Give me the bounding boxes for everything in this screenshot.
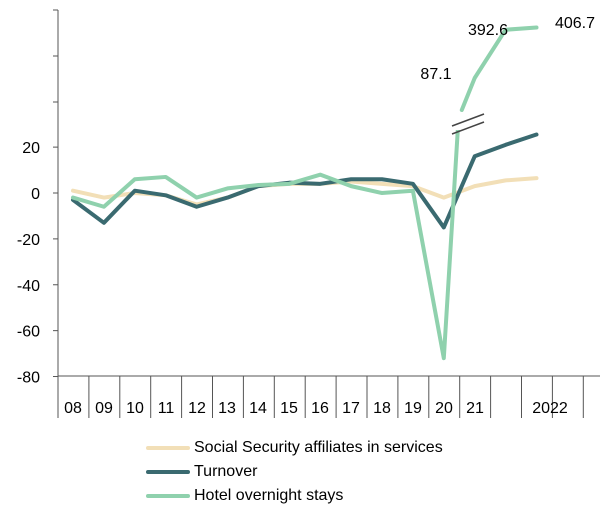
x-tick-label: 12 bbox=[188, 400, 206, 417]
series-layer bbox=[71, 25, 539, 361]
hotel-overnight-stays-line-upper bbox=[459, 25, 539, 112]
y-tick-label: 20 bbox=[22, 140, 40, 157]
y-tick-label: -20 bbox=[17, 232, 40, 249]
turnover-line bbox=[71, 132, 539, 230]
x-tick-label: 11 bbox=[158, 400, 175, 417]
data-label: 392.6 bbox=[468, 22, 508, 39]
y-tick-label: -80 bbox=[17, 370, 40, 387]
legend-swatch bbox=[146, 446, 190, 450]
x-tick-label: 21 bbox=[466, 400, 484, 417]
axis-break-stroke bbox=[451, 121, 485, 135]
x-tick-label: 2022 bbox=[532, 400, 568, 417]
legend-swatch bbox=[146, 494, 190, 498]
x-tick-label: 16 bbox=[311, 400, 329, 417]
y-tick-label: -40 bbox=[17, 278, 40, 295]
data-label: 406.7 bbox=[555, 15, 595, 32]
x-tick-label: 10 bbox=[126, 400, 144, 417]
y-tick-label: -60 bbox=[17, 324, 40, 341]
x-tick-label: 18 bbox=[373, 400, 391, 417]
x-tick-label: 19 bbox=[404, 400, 422, 417]
x-tick-label: 14 bbox=[249, 400, 267, 417]
x-tick-label: 08 bbox=[64, 400, 82, 417]
legend-label: Social Security affiliates in services bbox=[194, 439, 443, 456]
x-tick-label: 09 bbox=[95, 400, 113, 417]
x-tick-label: 15 bbox=[280, 400, 298, 417]
x-tick-label: 13 bbox=[218, 400, 236, 417]
legend-item-social-security: Social Security affiliates in services bbox=[146, 436, 443, 460]
hotel-overnight-stays-line-lower bbox=[71, 128, 460, 361]
axes: -80 -60 -40 -20 0 20 08 09 10 11 12 13 14 15 16 17 18 19 2… bbox=[17, 9, 600, 418]
legend-item-turnover: Turnover bbox=[146, 460, 443, 484]
data-label: 87.1 bbox=[420, 66, 451, 83]
legend-swatch bbox=[146, 470, 190, 474]
x-tick-label: 17 bbox=[342, 400, 360, 417]
legend-label: Turnover bbox=[194, 463, 258, 480]
x-tick-label: 20 bbox=[435, 400, 453, 417]
annotations: 87.1 392.6 406.7 bbox=[420, 15, 595, 83]
legend-item-hotel-overnight-stays: Hotel overnight stays bbox=[146, 484, 443, 508]
y-tick-label: 0 bbox=[31, 186, 40, 203]
axis-break bbox=[449, 112, 487, 135]
legend: Social Security affiliates in services T… bbox=[146, 436, 443, 508]
axis-break-stroke bbox=[451, 113, 485, 127]
legend-label: Hotel overnight stays bbox=[194, 487, 344, 504]
